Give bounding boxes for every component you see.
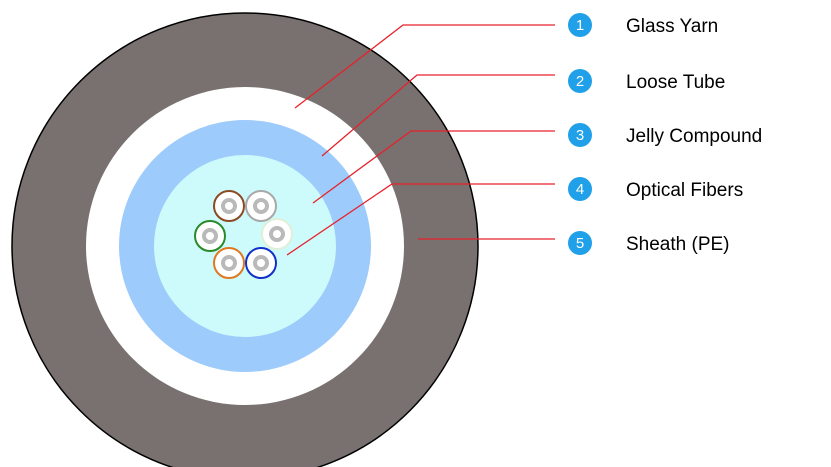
optical-fiber — [213, 190, 245, 222]
callout-badge-3 — [568, 123, 592, 147]
callout-label-sheath: Sheath (PE) — [626, 234, 730, 255]
callout-badge-number: 2 — [576, 73, 584, 90]
leader-lines — [286, 24, 555, 256]
fiber-core — [257, 202, 265, 210]
callout-badge-5 — [568, 231, 592, 255]
callout-badge-number: 1 — [576, 17, 584, 34]
leader-line-optical-fibers — [286, 183, 555, 256]
optical-fiber — [245, 190, 277, 222]
fiber-core — [257, 259, 265, 267]
leader-line-jelly-compound — [312, 130, 555, 204]
callout-item-jelly-compound: 3 Jelly Compound — [568, 123, 762, 147]
callout-label-loose-tube: Loose Tube — [626, 72, 725, 93]
optical-fiber — [261, 218, 293, 250]
optical-fiber-bundle — [194, 190, 293, 279]
callout-badge-4 — [568, 177, 592, 201]
callout-label-optical-fibers: Optical Fibers — [626, 180, 743, 201]
fiber-core — [273, 230, 281, 238]
leader-line-glass-yarn — [294, 24, 555, 109]
callout-badge-number: 3 — [576, 127, 584, 144]
leader-line-loose-tube — [321, 74, 555, 157]
callout-item-sheath: 5 Sheath (PE) — [568, 231, 730, 255]
fiber-core — [225, 259, 233, 267]
callout-badge-1 — [568, 13, 592, 37]
optical-fiber — [245, 247, 277, 279]
callout-badge-2 — [568, 69, 592, 93]
callout-label-jelly-compound: Jelly Compound — [626, 126, 762, 147]
jelly-compound-layer — [154, 155, 336, 337]
optical-fiber — [213, 247, 245, 279]
callout-item-loose-tube: 2 Loose Tube — [568, 69, 725, 93]
callout-item-glass-yarn: 1 Glass Yarn — [568, 13, 718, 37]
fiber-core — [206, 232, 214, 240]
optical-fiber — [194, 220, 226, 252]
callout-item-optical-fibers: 4 Optical Fibers — [568, 177, 743, 201]
fiber-core — [225, 202, 233, 210]
callout-label-glass-yarn: Glass Yarn — [626, 16, 718, 37]
cable-cross-section — [11, 12, 479, 467]
callout-badge-number: 5 — [576, 235, 584, 252]
callout-badge-number: 4 — [576, 181, 584, 198]
